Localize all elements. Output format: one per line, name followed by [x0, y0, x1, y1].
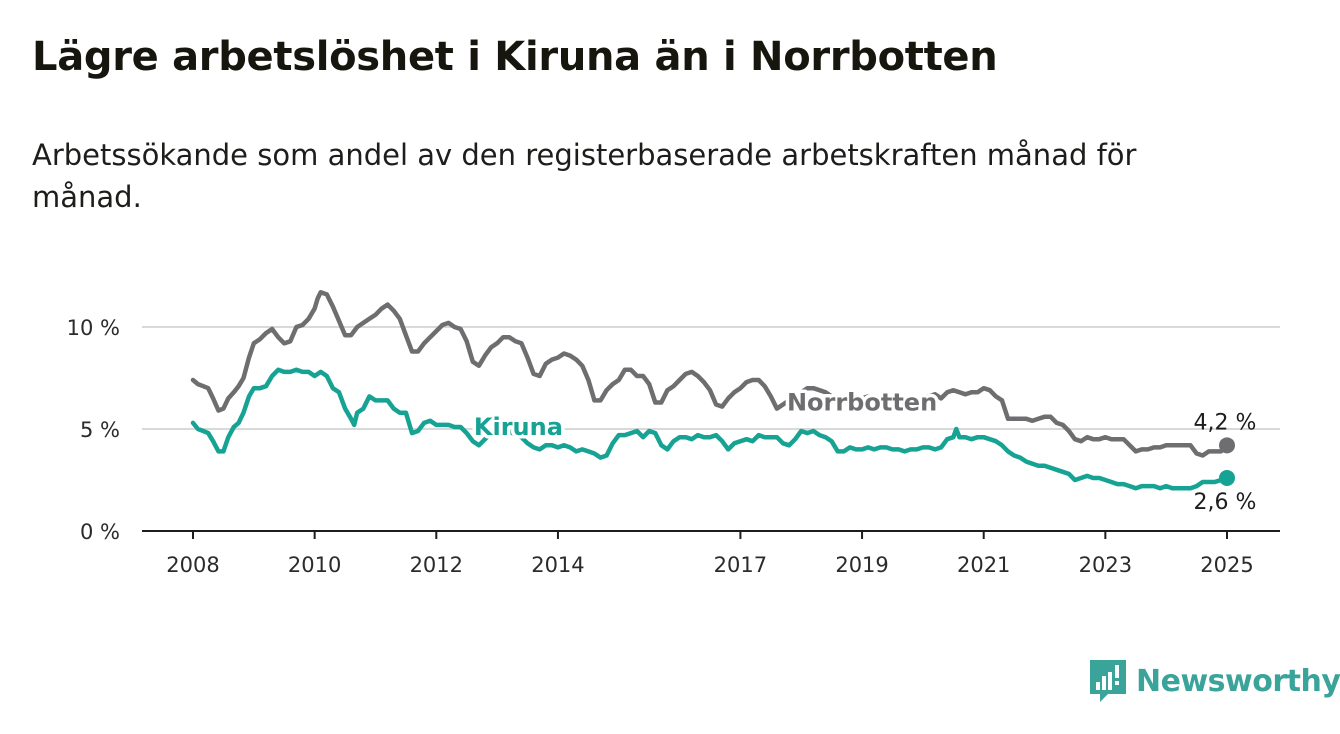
- end-point-kiruna: [1219, 469, 1235, 486]
- series-lines: [190, 290, 1235, 491]
- series-label-norrbotten: Norrbotten: [787, 389, 937, 417]
- y-tick-label: 0 %: [80, 520, 120, 544]
- line-chart: 0 %5 %10 % 2008 2010 2012 2014 2017 2019 2021 2…: [67, 290, 1280, 577]
- series-labels: 4,2 % 2,6 % Norrbotten Kiruna: [470, 385, 1257, 515]
- end-label-norrbotten: 4,2 %: [1194, 410, 1257, 435]
- x-tick-label: 2010: [288, 553, 341, 577]
- y-axis-ticks: 0 % 5 % 10 %: [67, 316, 120, 544]
- newsworthy-logo-icon: [1090, 660, 1126, 702]
- brand-logo: Newsworthy: [1090, 660, 1340, 702]
- x-tick-label: 2025: [1200, 553, 1253, 577]
- gridlines: [142, 326, 1280, 430]
- x-axis: 2008 2010 2012 2014 2017 2019 2021 2023 2025: [142, 530, 1280, 577]
- x-tick-label: 2008: [166, 553, 219, 577]
- x-tick-label: 2017: [714, 553, 767, 577]
- x-tick-label: 2012: [410, 553, 463, 577]
- x-tick-label: 2014: [531, 553, 584, 577]
- y-tick-label: 10 %: [67, 316, 120, 340]
- series-line-kiruna: [190, 367, 1230, 491]
- x-tick-label: 2019: [835, 553, 888, 577]
- end-label-kiruna: 2,6 %: [1194, 490, 1257, 515]
- brand-name: Newsworthy: [1136, 663, 1340, 699]
- y-tick-label: 5 %: [80, 418, 120, 442]
- series-line-norrbotten: [190, 290, 1230, 458]
- page-title: Lägre arbetslöshet i Kiruna än i Norrbot…: [32, 34, 998, 80]
- end-point-norrbotten: [1219, 437, 1235, 454]
- chart-subtitle: Arbetssökande som andel av den registerb…: [32, 138, 1137, 214]
- x-tick-label: 2023: [1079, 553, 1132, 577]
- series-label-kiruna: Kiruna: [474, 413, 563, 441]
- x-tick-label: 2021: [957, 553, 1010, 577]
